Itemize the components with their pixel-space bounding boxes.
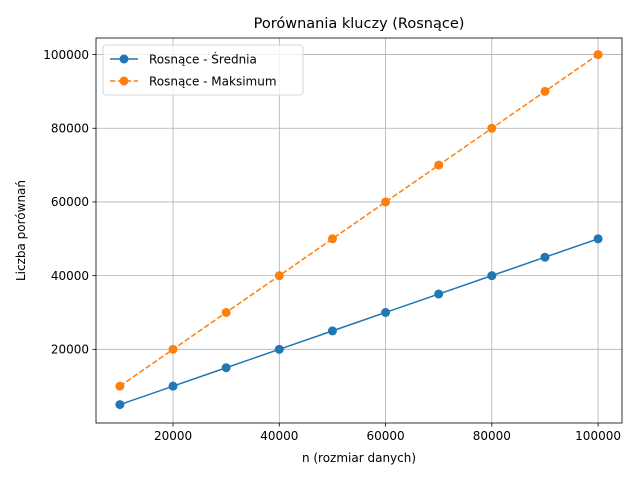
data-point [327,234,337,244]
axis-ticks: 20000 40000 60000 80000 100000 20000 40000 6000… [43,48,621,443]
plot-frame [95,37,623,424]
y-axis-title: Liczba porównań [14,180,28,281]
grid [96,38,622,423]
data-point [168,381,178,391]
legend-marker [119,54,129,64]
legend-entry: Rosnące - Maksimum [110,74,277,88]
data-point [274,271,284,281]
legend-label: Rosnące - Średnia [149,51,257,66]
y-tick-label: 60000 [51,195,89,209]
series-layer [115,50,603,410]
data-point [540,252,550,262]
y-tick-label: 100000 [43,48,89,62]
x-tick-label: 40000 [260,429,298,443]
x-tick-label: 60000 [366,429,404,443]
data-point [274,344,284,354]
data-point [168,344,178,354]
data-point [593,50,603,60]
data-point [115,381,125,391]
data-point [593,234,603,244]
legend-marker [119,76,129,86]
x-tick-label: 100000 [575,429,621,443]
x-tick-label: 20000 [154,429,192,443]
chart-title: Porównania kluczy (Rosnące) [254,16,465,32]
data-point [221,307,231,317]
data-point [487,271,497,281]
data-point [434,289,444,299]
x-axis-title: n (rozmiar danych) [302,451,416,465]
data-point [221,363,231,373]
y-tick-label: 80000 [51,122,89,136]
data-point [115,400,125,410]
series-line [119,53,599,387]
y-tick-label: 40000 [51,269,89,283]
series-2 [115,50,603,391]
series-line [119,238,599,406]
y-tick-label: 20000 [51,343,89,357]
data-point [381,307,391,317]
data-point [327,326,337,336]
data-point [540,86,550,96]
legend-label: Rosnące - Maksimum [149,74,277,88]
data-point [487,123,497,133]
data-point [434,160,444,170]
x-tick-label: 80000 [473,429,511,443]
data-point [381,197,391,207]
series-1 [115,234,603,410]
legend-entry: Rosnące - Średnia [110,51,257,66]
legend: Rosnące - Średnia Rosnące - Maksimum [102,44,304,96]
legend-box [102,44,304,96]
